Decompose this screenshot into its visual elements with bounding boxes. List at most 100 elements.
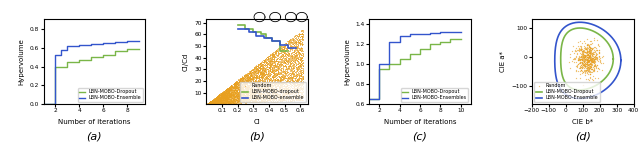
Random [220,97,230,99]
Random [203,102,213,105]
Random [294,74,305,76]
Random [219,95,229,98]
Random [245,93,255,96]
Random [577,70,587,72]
Random [205,103,215,105]
Random [279,62,289,64]
Random [259,96,269,98]
Random [271,100,282,103]
Random [288,59,298,61]
Random [591,52,601,55]
Random [225,93,235,96]
Random [235,87,245,89]
Random [248,92,259,94]
Random [253,99,263,102]
Random [286,74,296,77]
Random [568,44,578,47]
Random [209,101,219,103]
Random [297,57,307,59]
Random [272,49,282,52]
Random [289,41,299,43]
Random [287,70,298,73]
Random [249,85,259,87]
Random [258,88,268,90]
Random [243,94,253,96]
Random [252,72,262,75]
LBN-MOBO-Dropout [447,41,454,43]
Random [240,86,250,88]
Random [249,89,259,91]
Random [238,90,248,92]
Random [289,48,299,51]
Random [221,96,231,98]
Random [298,81,308,83]
Random [243,96,253,98]
Random [260,83,270,86]
Random [225,95,236,97]
Random [231,99,241,101]
Random [262,56,273,59]
Random [241,100,252,103]
Random [272,81,282,83]
Random [283,62,293,64]
Random [251,80,261,82]
Random [269,81,279,83]
Random [238,93,248,95]
Random [207,101,217,103]
LBN-MOBO-Dropout [609,57,617,59]
Random [267,56,277,58]
Random [250,90,260,92]
Random [249,100,259,102]
Random [230,81,240,83]
Random [284,84,294,86]
Random [281,65,291,68]
Random [216,100,226,102]
Random [252,91,262,93]
Random [247,81,257,83]
Random [292,46,302,49]
Random [250,98,260,101]
Random [260,81,270,84]
Random [280,60,290,63]
Random [272,54,282,57]
Random [269,100,279,103]
Random [587,61,597,63]
Random [223,101,233,104]
Random [234,101,244,103]
Random [272,72,282,75]
Random [290,93,300,96]
Random [202,103,212,105]
Random [297,31,307,34]
Random [230,100,240,103]
Random [272,100,282,102]
Random [227,87,237,90]
Random [579,69,589,71]
Random [239,77,250,79]
Random [236,88,246,91]
Random [248,76,259,78]
Random [260,67,271,69]
Random [266,79,276,81]
Random [205,103,216,105]
Random [237,91,248,94]
Random [292,79,302,81]
Random [202,103,212,105]
Random [282,68,292,70]
Random [575,67,586,69]
Random [211,102,221,105]
Random [202,103,212,105]
Random [247,77,257,79]
Random [211,98,221,101]
Random [267,84,277,86]
Random [224,91,234,94]
Random [225,87,235,89]
Random [216,93,226,96]
Random [262,84,272,86]
Random [203,103,213,105]
Random [248,73,259,75]
Random [257,92,267,95]
Random [292,73,303,76]
Random [202,102,212,105]
Random [289,46,300,49]
Random [256,62,266,65]
